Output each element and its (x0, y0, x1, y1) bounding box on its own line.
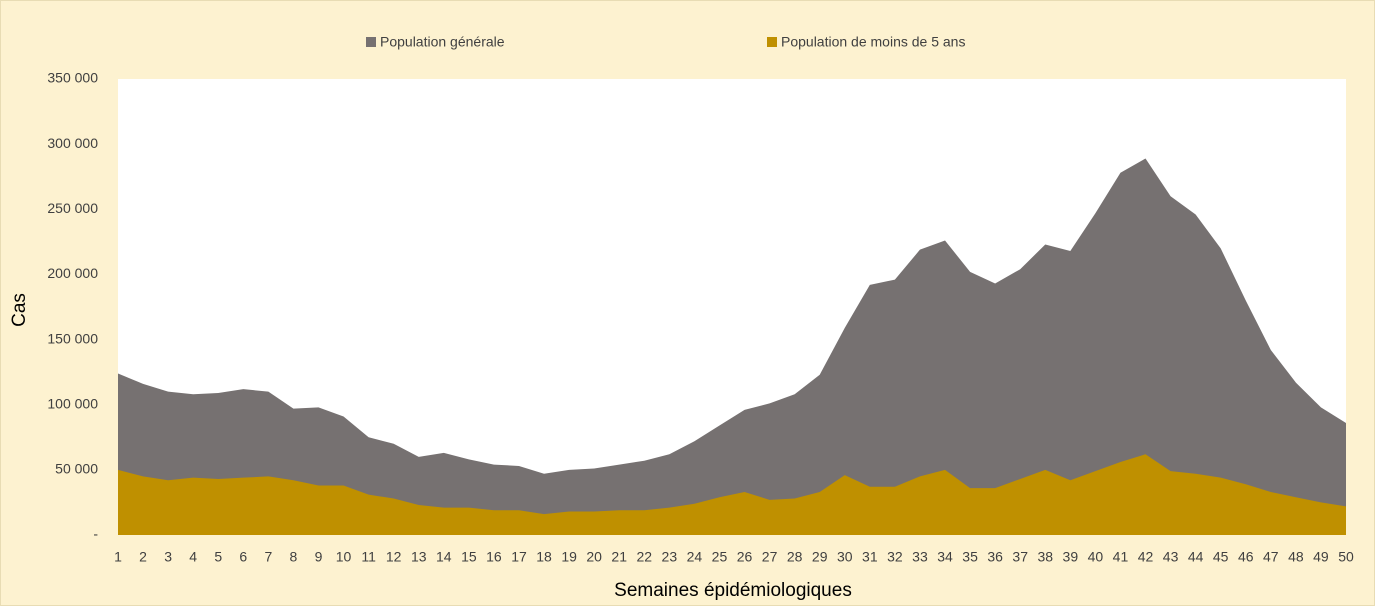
x-tick-label: 17 (511, 549, 527, 565)
x-tick-label: 29 (812, 549, 828, 565)
x-tick-label: 37 (1012, 549, 1028, 565)
legend-swatch (366, 37, 376, 47)
x-tick-label: 19 (561, 549, 577, 565)
x-tick-label: 34 (937, 549, 953, 565)
area (118, 454, 1346, 535)
x-tick-label: 14 (436, 549, 452, 565)
x-tick-label: 18 (536, 549, 552, 565)
x-tick-label: 48 (1288, 549, 1304, 565)
y-tick-label: 200 000 (47, 265, 98, 281)
legend-swatch (767, 37, 777, 47)
x-tick-label: 42 (1138, 549, 1154, 565)
x-tick-label: 49 (1313, 549, 1329, 565)
x-tick-label: 41 (1113, 549, 1129, 565)
x-tick-label: 44 (1188, 549, 1204, 565)
x-tick-label: 33 (912, 549, 928, 565)
y-tick-label: - (93, 526, 98, 542)
x-tick-label: 43 (1163, 549, 1179, 565)
x-tick-label: 39 (1063, 549, 1079, 565)
x-tick-label: 10 (336, 549, 352, 565)
x-tick-label: 4 (189, 549, 197, 565)
x-tick-label: 13 (411, 549, 427, 565)
x-tick-label: 12 (386, 549, 402, 565)
area (118, 158, 1346, 535)
x-tick-label: 3 (164, 549, 172, 565)
x-tick-label: 25 (712, 549, 728, 565)
y-tick-label: 350 000 (47, 70, 98, 86)
x-tick-label: 15 (461, 549, 477, 565)
x-tick-label: 36 (987, 549, 1003, 565)
y-axis-label: Cas (9, 293, 30, 327)
x-tick-label: 45 (1213, 549, 1229, 565)
x-tick-label: 50 (1338, 549, 1354, 565)
x-tick-label: 21 (611, 549, 627, 565)
x-tick-label: 9 (315, 549, 323, 565)
y-tick-label: 300 000 (47, 135, 98, 151)
x-tick-label: 8 (290, 549, 298, 565)
x-tick-label: 5 (214, 549, 222, 565)
x-tick-label: 1 (114, 549, 122, 565)
x-tick-label: 28 (787, 549, 803, 565)
x-tick-label: 11 (361, 549, 376, 565)
x-tick-label: 46 (1238, 549, 1254, 565)
x-tick-label: 6 (239, 549, 247, 565)
x-tick-label: 26 (737, 549, 753, 565)
x-tick-label: 40 (1088, 549, 1104, 565)
x-tick-label: 23 (662, 549, 678, 565)
x-tick-label: 24 (687, 549, 703, 565)
x-tick-label: 2 (139, 549, 147, 565)
x-tick-label: 47 (1263, 549, 1279, 565)
legend-label: Population générale (380, 34, 505, 50)
x-tick-label: 35 (962, 549, 978, 565)
y-tick-label: 100 000 (47, 395, 98, 411)
legend-label: Population de moins de 5 ans (781, 34, 965, 50)
x-tick-label: 7 (264, 549, 272, 565)
y-tick-label: 150 000 (47, 330, 98, 346)
x-tick-label: 16 (486, 549, 502, 565)
x-tick-label: 22 (636, 549, 652, 565)
x-axis-label: Semaines épidémiologiques (614, 580, 852, 601)
x-tick-label: 32 (887, 549, 903, 565)
x-tick-label: 30 (837, 549, 853, 565)
y-tick-label: 50 000 (55, 461, 98, 477)
x-tick-label: 20 (586, 549, 602, 565)
x-tick-label: 38 (1037, 549, 1053, 565)
y-tick-label: 250 000 (47, 200, 98, 216)
x-tick-label: 31 (862, 549, 878, 565)
x-tick-label: 27 (762, 549, 778, 565)
